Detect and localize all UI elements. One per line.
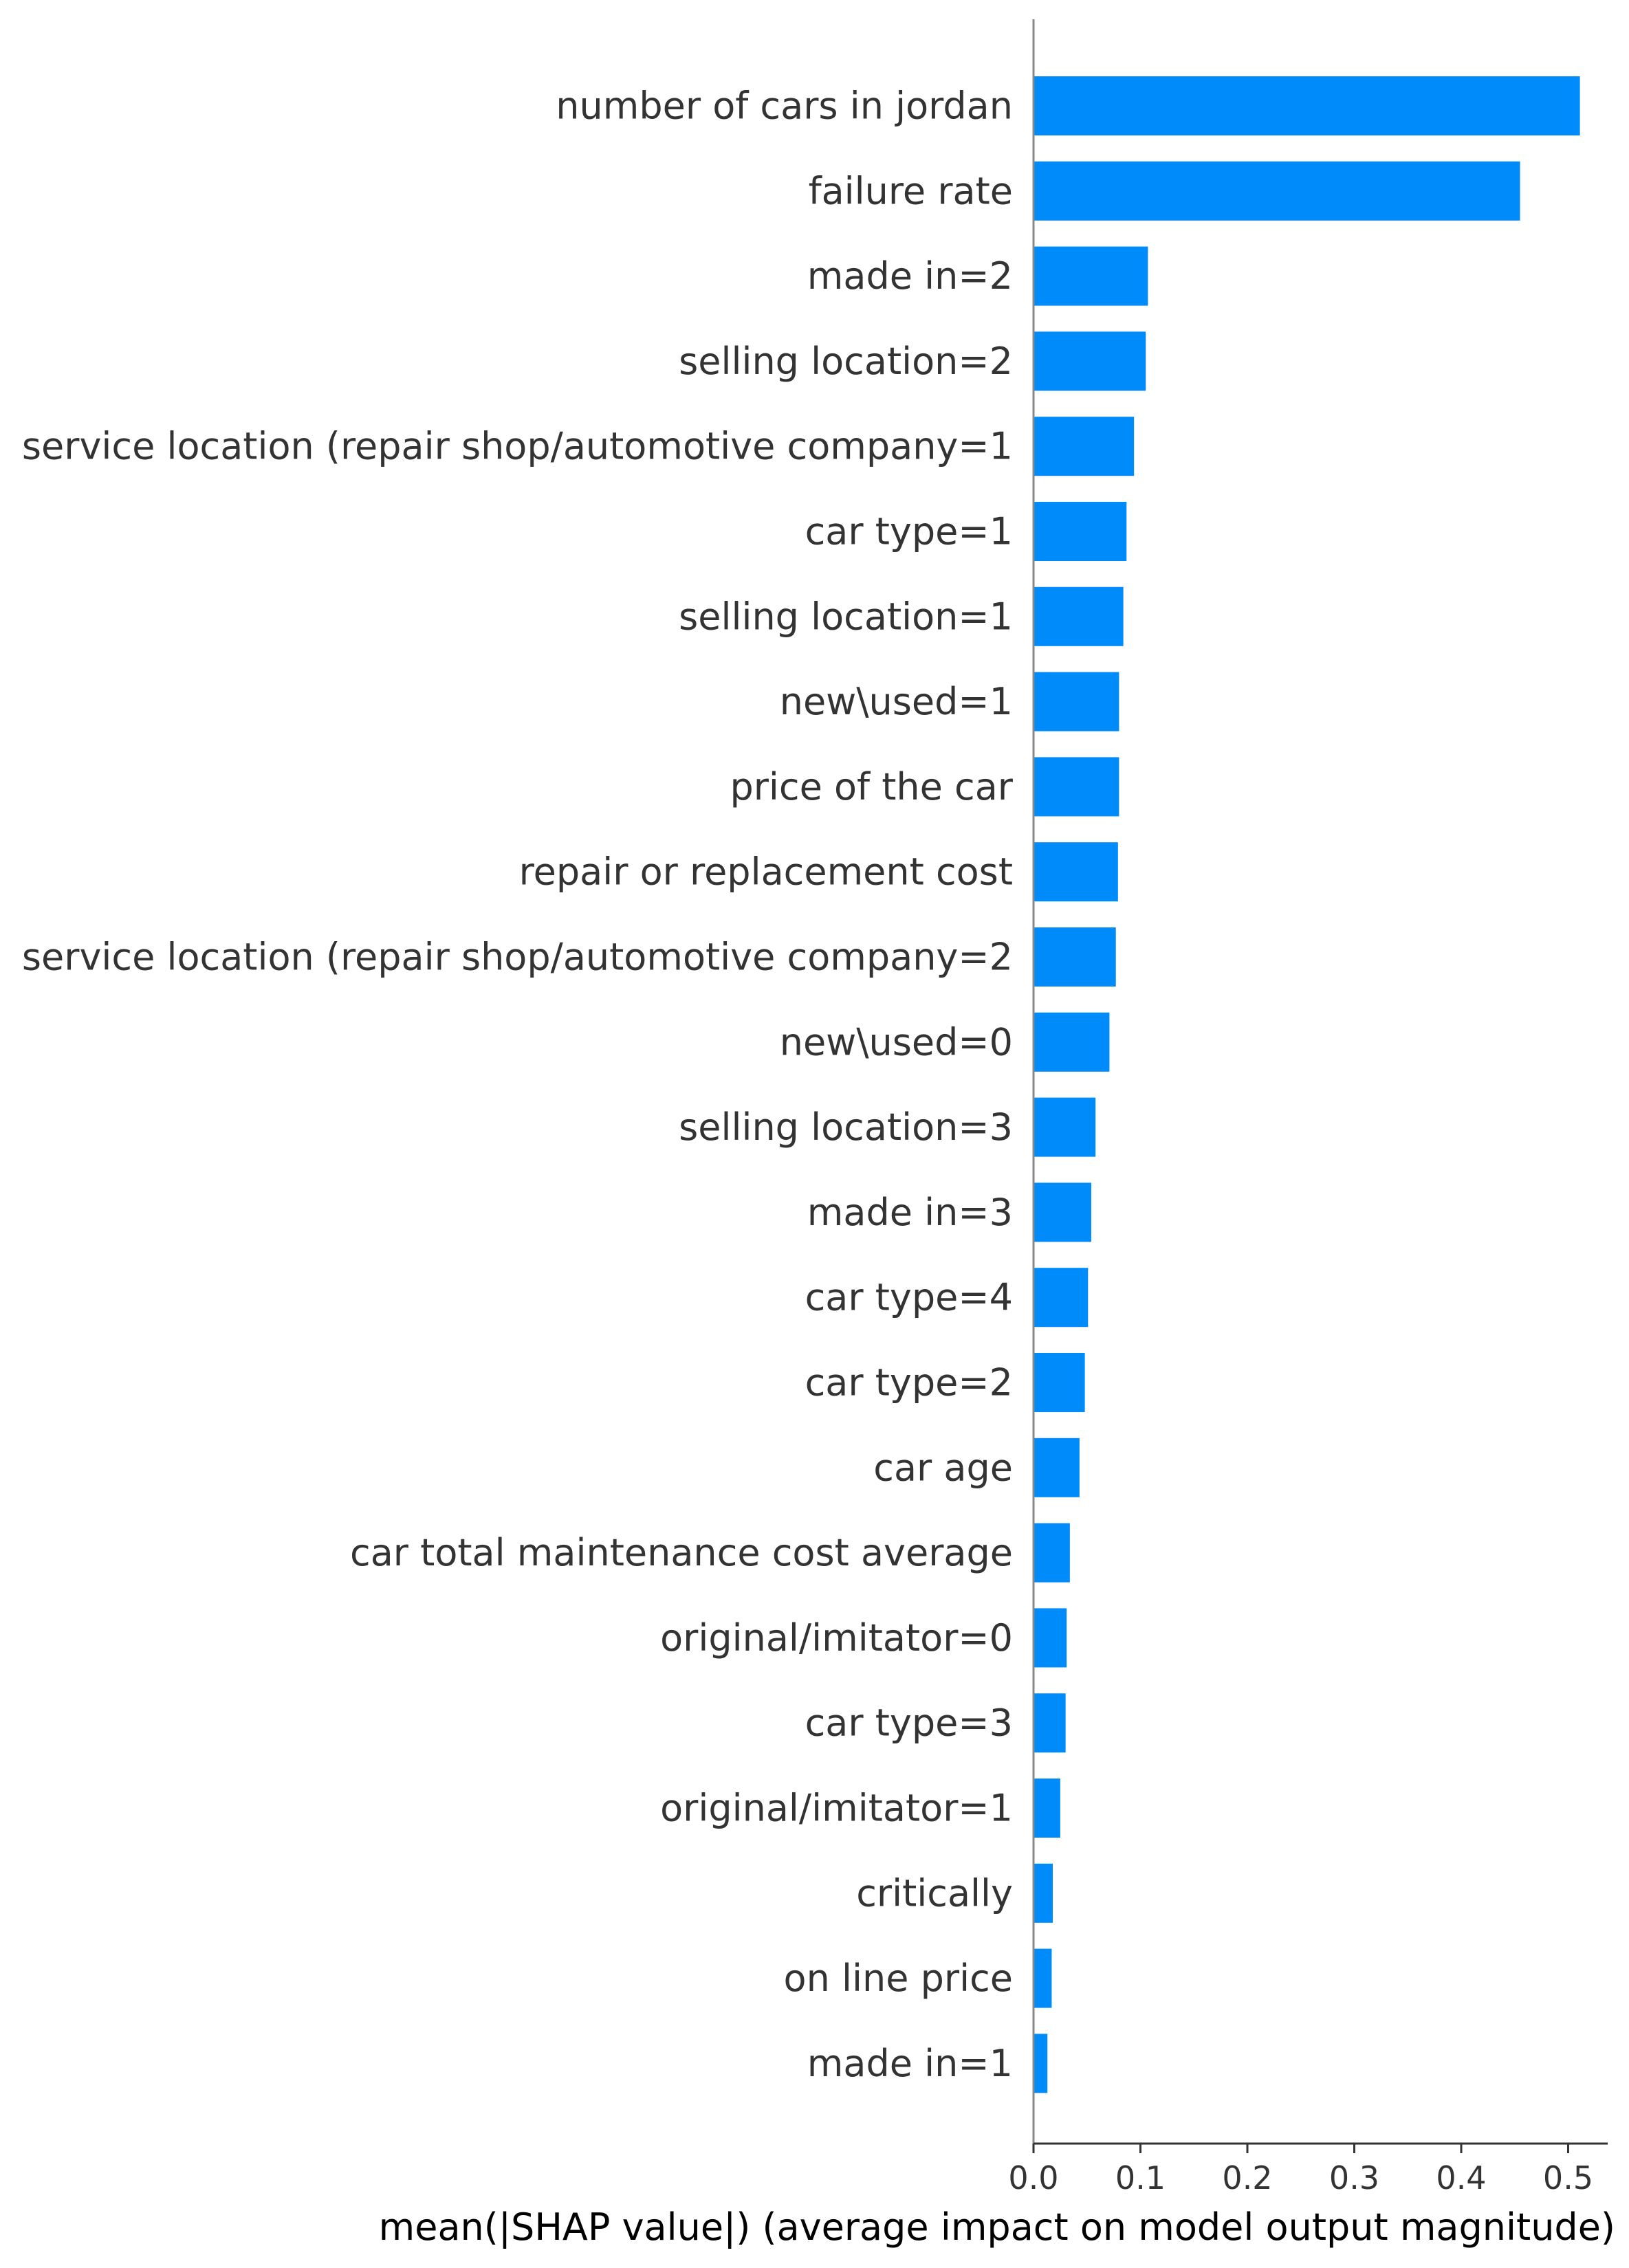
bar-19 (1034, 1693, 1066, 1753)
bar-6 (1034, 586, 1124, 646)
category-label-23: made in=1 (807, 2042, 1013, 2085)
category-label-10: service location (repair shop/automotive… (22, 936, 1013, 979)
category-label-14: car type=4 (805, 1276, 1013, 1319)
bar-9 (1034, 842, 1118, 902)
category-label-11: new\used=0 (780, 1020, 1013, 1064)
bar-21 (1034, 1863, 1053, 1923)
bar-12 (1034, 1097, 1096, 1157)
category-label-12: selling location=3 (679, 1105, 1013, 1149)
category-label-18: original/imitator=0 (660, 1616, 1013, 1660)
x-tick-label-3: 0.3 (1329, 2159, 1379, 2197)
category-label-17: car total maintenance cost average (350, 1531, 1013, 1574)
category-label-0: number of cars in jordan (556, 85, 1013, 128)
category-label-6: selling location=1 (679, 595, 1013, 638)
category-label-7: new\used=1 (780, 680, 1013, 723)
category-label-2: made in=2 (807, 254, 1013, 298)
bar-18 (1034, 1608, 1067, 1668)
bar-3 (1034, 331, 1146, 391)
bar-4 (1034, 417, 1135, 476)
category-label-1: failure rate (809, 169, 1013, 212)
bar-14 (1034, 1268, 1089, 1328)
x-tick-label-0: 0.0 (1008, 2159, 1058, 2197)
bar-17 (1034, 1523, 1070, 1583)
x-ticks-group: 0.0 0.1 0.2 0.3 0.4 0.5 (1008, 2144, 1593, 2197)
category-label-9: repair or replacement cost (519, 850, 1013, 894)
category-label-3: selling location=2 (679, 340, 1013, 383)
category-label-5: car type=1 (805, 510, 1013, 553)
category-labels-group: number of cars in jordan failure rate made… (22, 85, 1014, 2085)
bar-22 (1034, 1948, 1052, 2008)
category-label-22: on line price (784, 1957, 1013, 2000)
category-label-8: price of the car (730, 765, 1013, 808)
bar-23 (1034, 2034, 1048, 2093)
category-label-21: critically (856, 1871, 1013, 1915)
bar-7 (1034, 672, 1119, 731)
x-tick-label-5: 0.5 (1543, 2159, 1593, 2197)
x-tick-label-4: 0.4 (1436, 2159, 1486, 2197)
category-label-20: original/imitator=1 (660, 1787, 1013, 1830)
bar-1 (1034, 161, 1520, 221)
x-axis-title: mean(|SHAP value|) (average impact on mo… (379, 2205, 1615, 2249)
bars-group (1034, 76, 1580, 2093)
bar-5 (1034, 502, 1127, 561)
bar-13 (1034, 1182, 1091, 1242)
category-label-15: car type=2 (805, 1361, 1013, 1405)
category-label-19: car type=3 (805, 1702, 1013, 1745)
bar-11 (1034, 1012, 1110, 1072)
category-label-4: service location (repair shop/automotive… (22, 425, 1013, 468)
x-tick-label-1: 0.1 (1115, 2159, 1166, 2197)
bar-2 (1034, 246, 1148, 306)
bar-20 (1034, 1779, 1060, 1838)
bar-16 (1034, 1438, 1080, 1497)
x-tick-label-2: 0.2 (1222, 2159, 1272, 2197)
bar-0 (1034, 76, 1580, 135)
bar-8 (1034, 757, 1119, 817)
category-label-16: car age (873, 1446, 1013, 1489)
category-label-13: made in=3 (807, 1191, 1013, 1234)
bar-10 (1034, 927, 1116, 987)
bar-15 (1034, 1353, 1085, 1412)
